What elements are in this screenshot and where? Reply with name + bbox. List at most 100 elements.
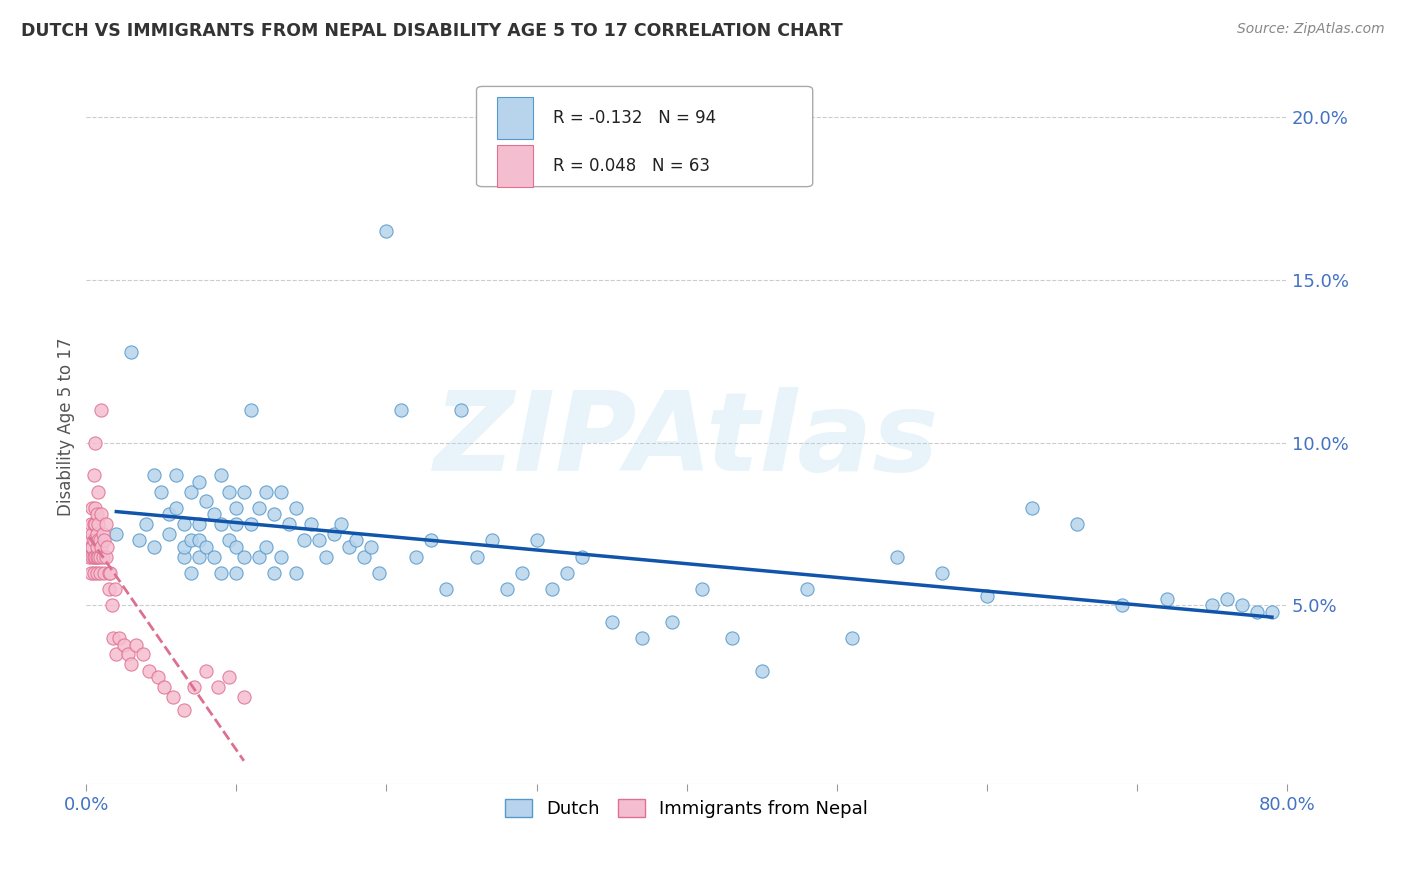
Point — [153, 680, 176, 694]
Text: R = 0.048   N = 63: R = 0.048 N = 63 — [554, 157, 710, 175]
Point — [218, 670, 240, 684]
Point — [886, 549, 908, 564]
Point — [80, 540, 103, 554]
Point — [84, 435, 107, 450]
Point — [337, 540, 360, 554]
Point — [270, 549, 292, 564]
Point — [841, 631, 863, 645]
Point — [270, 484, 292, 499]
Point — [91, 549, 114, 564]
Point — [526, 533, 548, 548]
Point — [79, 549, 101, 564]
Y-axis label: Disability Age 5 to 17: Disability Age 5 to 17 — [58, 337, 75, 516]
Point — [93, 566, 115, 580]
Point — [93, 533, 115, 548]
Point — [1021, 500, 1043, 515]
Point — [600, 615, 623, 629]
Point — [630, 631, 652, 645]
Bar — [496, 97, 533, 139]
Point — [103, 631, 125, 645]
Point — [240, 403, 263, 417]
Point — [105, 526, 128, 541]
Point — [292, 533, 315, 548]
Point — [104, 582, 127, 597]
Point — [540, 582, 562, 597]
Point — [90, 403, 112, 417]
FancyBboxPatch shape — [477, 87, 813, 186]
Point — [98, 566, 121, 580]
Point — [89, 533, 111, 548]
Point — [132, 647, 155, 661]
Point — [247, 500, 270, 515]
Point — [96, 540, 118, 554]
Point — [187, 517, 209, 532]
Point — [84, 549, 107, 564]
Point — [796, 582, 818, 597]
Point — [183, 680, 205, 694]
Point — [87, 533, 110, 548]
Point — [263, 508, 285, 522]
Point — [180, 533, 202, 548]
Point — [751, 664, 773, 678]
Point — [661, 615, 683, 629]
Point — [83, 517, 105, 532]
Point — [202, 508, 225, 522]
Point — [97, 566, 120, 580]
Point — [135, 517, 157, 532]
Point — [142, 468, 165, 483]
Point — [690, 582, 713, 597]
Point — [555, 566, 578, 580]
Point — [120, 657, 142, 671]
Point — [450, 403, 472, 417]
Point — [510, 566, 533, 580]
Point — [97, 582, 120, 597]
Point — [1201, 599, 1223, 613]
Point — [86, 540, 108, 554]
Point — [157, 526, 180, 541]
Point — [931, 566, 953, 580]
Point — [94, 517, 117, 532]
Point — [187, 549, 209, 564]
Point — [495, 582, 517, 597]
Point — [84, 517, 107, 532]
Point — [86, 526, 108, 541]
Point — [180, 484, 202, 499]
Point — [84, 500, 107, 515]
Point — [1066, 517, 1088, 532]
Text: DUTCH VS IMMIGRANTS FROM NEPAL DISABILITY AGE 5 TO 17 CORRELATION CHART: DUTCH VS IMMIGRANTS FROM NEPAL DISABILIT… — [21, 22, 842, 40]
Point — [173, 540, 195, 554]
Point — [195, 494, 218, 508]
Point — [108, 631, 131, 645]
Point — [1111, 599, 1133, 613]
Point — [195, 540, 218, 554]
Point — [91, 526, 114, 541]
Point — [165, 500, 187, 515]
Point — [87, 484, 110, 499]
Point — [105, 647, 128, 661]
Point — [209, 468, 232, 483]
Point — [94, 549, 117, 564]
Point — [112, 638, 135, 652]
Point — [87, 517, 110, 532]
Point — [86, 508, 108, 522]
Point — [80, 517, 103, 532]
Point — [187, 475, 209, 489]
Point — [481, 533, 503, 548]
Point — [173, 702, 195, 716]
Point — [142, 540, 165, 554]
Point — [180, 566, 202, 580]
Point — [101, 599, 124, 613]
Point — [232, 484, 254, 499]
Point — [165, 468, 187, 483]
Point — [232, 549, 254, 564]
Text: ZIPAtlas: ZIPAtlas — [434, 387, 939, 494]
Point — [83, 533, 105, 548]
Point — [976, 589, 998, 603]
Point — [202, 549, 225, 564]
Point — [391, 403, 413, 417]
Point — [82, 540, 104, 554]
Point — [83, 549, 105, 564]
Point — [330, 517, 353, 532]
Point — [157, 508, 180, 522]
Point — [86, 549, 108, 564]
